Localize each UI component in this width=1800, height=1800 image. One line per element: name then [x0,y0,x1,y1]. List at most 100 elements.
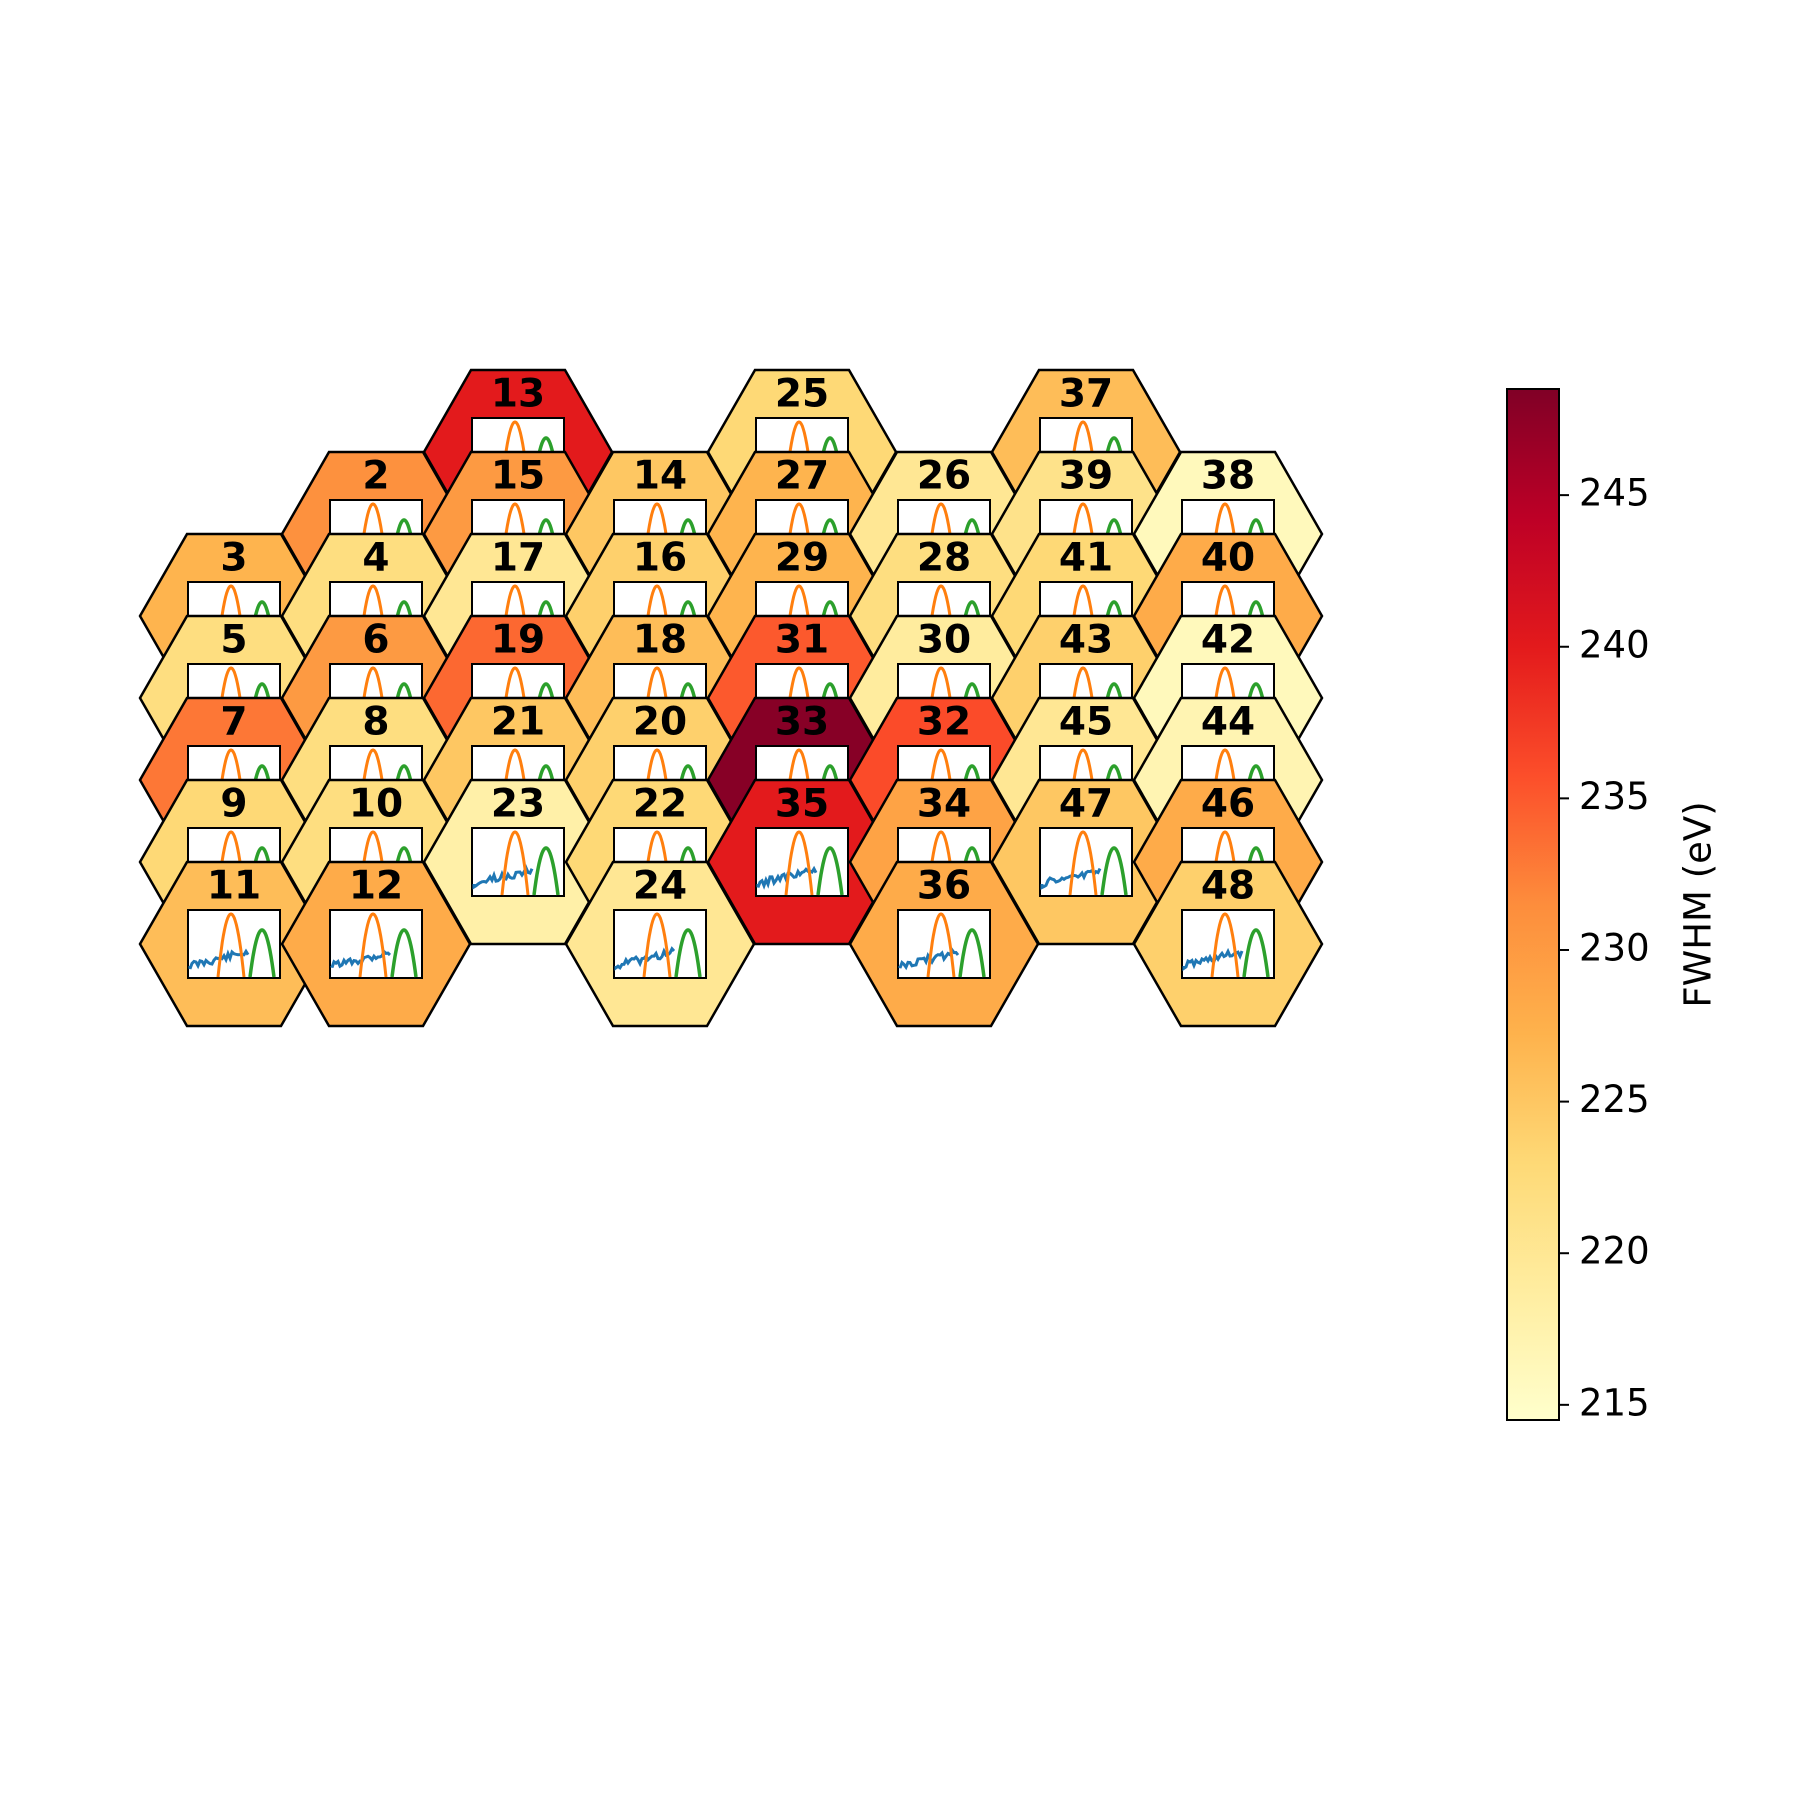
peak-fit-1 [1210,830,1240,896]
peak-fit-1 [358,502,388,568]
peak-fit-1 [216,830,246,896]
peak-fit-1 [1210,912,1240,978]
peak-fit-2 [248,928,276,978]
spectrum-line [614,946,676,971]
peak-fit-2 [390,928,418,978]
hex-id-label: 3 [220,536,247,581]
peak-fit-1 [926,666,956,732]
peak-fit-1 [1068,830,1098,896]
inset-spectrum [1039,827,1133,897]
hex-id-label: 46 [1201,782,1255,827]
peak-fit-1 [784,502,814,568]
hex-id-label: 33 [775,700,829,745]
peak-fit-1 [642,830,672,896]
hex-id-label: 25 [775,372,829,417]
hex-id-label: 38 [1201,454,1255,499]
hex-id-label: 16 [633,536,687,581]
hex-id-label: 24 [633,864,687,909]
hex-cell: 35 [706,778,898,946]
spectrum-line [472,864,534,890]
inset-spectrum [1181,909,1275,979]
hex-id-label: 14 [633,454,687,499]
spectrum-line [756,865,818,890]
peak-fit-1 [642,912,672,978]
peak-fit-1 [358,584,388,650]
hex-id-label: 11 [207,864,261,909]
peak-fit-1 [642,502,672,568]
spectrum-line [330,949,392,969]
peak-fit-1 [1068,666,1098,732]
peak-fit-1 [784,420,814,486]
peak-fit-1 [500,502,530,568]
peak-fit-1 [926,502,956,568]
colorbar-ticks: 215 220 225 230 235 240 245 [1559,472,1650,1424]
hex-id-label: 27 [775,454,829,499]
hex-id-label: 44 [1201,700,1255,745]
peak-fit-1 [1210,748,1240,814]
peak-fit-1 [784,584,814,650]
colorbar-tick-label: 215 [1579,1381,1650,1424]
peak-fit-1 [1068,748,1098,814]
peak-fit-1 [500,584,530,650]
hex-id-label: 32 [917,700,971,745]
hex-id-label: 10 [349,782,403,827]
peak-fit-1 [500,748,530,814]
hex-cell: 11 [138,860,330,1028]
peak-fit-1 [216,912,246,978]
peak-fit-1 [784,830,814,896]
spectrum-line [898,946,960,971]
colorbar-tick-label: 225 [1579,1078,1650,1121]
peak-fit-2 [816,846,844,896]
hex-id-label: 9 [220,782,247,827]
hex-id-label: 30 [917,618,971,663]
hex-id-label: 21 [491,700,545,745]
hex-id-label: 41 [1059,536,1113,581]
peak-fit-1 [216,748,246,814]
hex-id-label: 13 [491,372,545,417]
hex-id-label: 40 [1201,536,1255,581]
peak-fit-1 [1068,420,1098,486]
peak-fit-2 [674,928,702,978]
inset-spectrum [613,909,707,979]
peak-fit-1 [642,584,672,650]
peak-fit-2 [958,928,986,978]
peak-fit-2 [1100,846,1128,896]
peak-fit-2 [532,846,560,896]
hex-cell: 48 [1132,860,1324,1028]
hex-id-label: 20 [633,700,687,745]
colorbar-tick-label: 220 [1579,1230,1650,1273]
hex-id-label: 29 [775,536,829,581]
peak-fit-1 [358,748,388,814]
hex-id-label: 43 [1059,618,1113,663]
peak-fit-1 [500,830,530,896]
hex-id-label: 18 [633,618,687,663]
hex-id-label: 26 [917,454,971,499]
peak-fit-1 [784,666,814,732]
hex-cell: 36 [848,860,1040,1028]
peak-fit-1 [642,748,672,814]
peak-fit-1 [784,748,814,814]
hex-id-label: 15 [491,454,545,499]
hex-id-label: 37 [1059,372,1113,417]
inset-spectrum [471,827,565,897]
peak-fit-1 [1210,666,1240,732]
peak-fit-1 [1210,502,1240,568]
peak-fit-1 [358,830,388,896]
colorbar-tick-label: 245 [1579,472,1650,515]
spectrum-line [1182,947,1244,971]
hex-id-label: 28 [917,536,971,581]
hex-cell: 23 [422,778,614,946]
peak-fit-1 [926,584,956,650]
hex-id-label: 2 [362,454,389,499]
peak-fit-1 [500,666,530,732]
hex-id-label: 39 [1059,454,1113,499]
hex-id-label: 4 [362,536,389,581]
spectrum-line [188,948,250,970]
hex-id-label: 48 [1201,864,1255,909]
hex-id-label: 42 [1201,618,1255,663]
peak-fit-1 [1068,584,1098,650]
hex-id-label: 23 [491,782,545,827]
colorbar: 215 220 225 230 235 240 245 FWHM (eV) [1506,388,1720,1424]
hex-id-label: 31 [775,618,829,663]
